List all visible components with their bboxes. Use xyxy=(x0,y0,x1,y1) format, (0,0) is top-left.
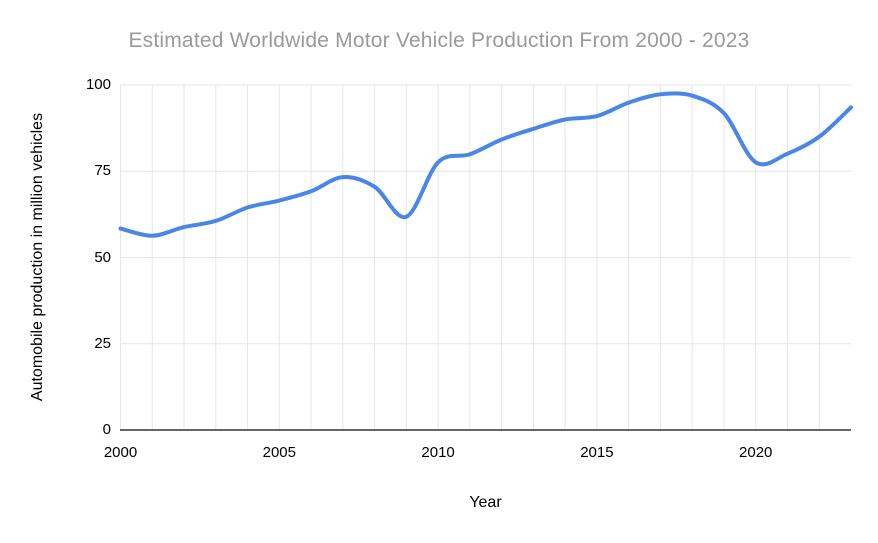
x-tick-label: 2000 xyxy=(103,444,138,461)
x-tick-label: 2020 xyxy=(739,444,773,461)
x-tick-label: 2005 xyxy=(262,444,296,461)
chart-title: Estimated Worldwide Motor Vehicle Produc… xyxy=(128,29,750,52)
production-line-series xyxy=(118,91,853,238)
x-axis-title: Year xyxy=(469,494,502,511)
x-tick-label: 2015 xyxy=(580,444,614,461)
y-tick-label: 50 xyxy=(94,248,111,266)
y-tick-label: 100 xyxy=(85,76,111,93)
y-tick-label: 0 xyxy=(102,421,111,438)
y-tick-label: 75 xyxy=(94,162,111,180)
x-tick-label: 2010 xyxy=(421,444,455,461)
y-tick-label: 25 xyxy=(94,334,111,352)
